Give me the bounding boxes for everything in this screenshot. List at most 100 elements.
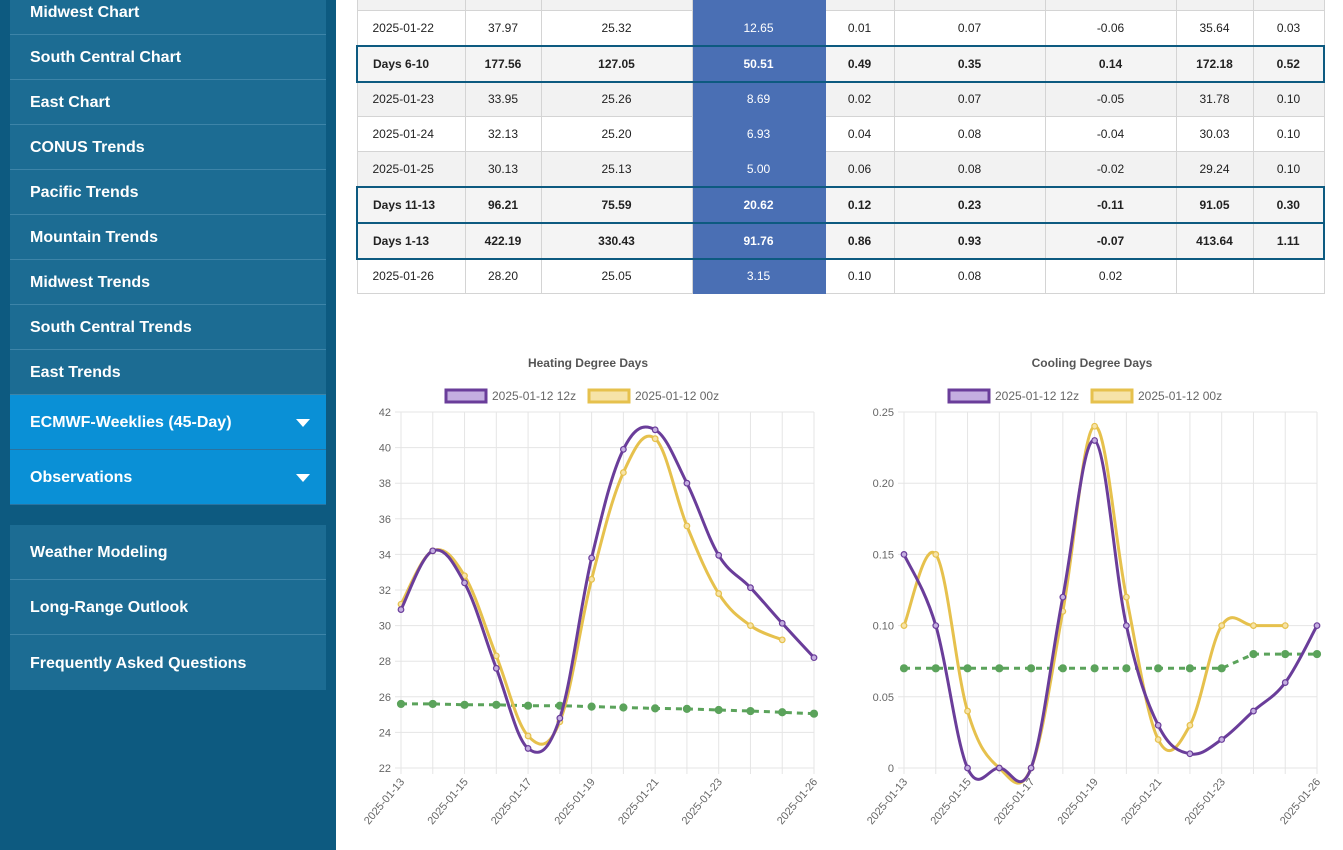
- data-point[interactable]: [428, 699, 437, 709]
- data-point[interactable]: [619, 703, 628, 712]
- sidebar-item-long-range-outlook[interactable]: Long-Range Outlook: [10, 580, 326, 635]
- data-point[interactable]: [524, 745, 532, 752]
- sidebar-item-observations[interactable]: Observations: [10, 450, 326, 505]
- sidebar-item-ecmwf-weeklies-45-day[interactable]: ECMWF-Weeklies (45-Day): [10, 395, 326, 450]
- sidebar-item-pacific-trends[interactable]: Pacific Trends: [10, 170, 326, 215]
- data-point[interactable]: [899, 664, 909, 673]
- data-point[interactable]: [778, 619, 786, 627]
- data-point[interactable]: [1091, 437, 1099, 444]
- legend-label[interactable]: 2025-01-12 00z: [1138, 389, 1222, 403]
- data-point[interactable]: [1154, 721, 1162, 729]
- caret-down-icon[interactable]: [296, 474, 310, 482]
- data-point[interactable]: [461, 579, 468, 587]
- data-point[interactable]: [619, 445, 627, 453]
- sidebar-item-conus-trends[interactable]: CONUS Trends: [10, 125, 326, 170]
- data-point[interactable]: [964, 764, 971, 772]
- data-point[interactable]: [932, 550, 940, 558]
- data-point[interactable]: [619, 469, 627, 476]
- data-point[interactable]: [397, 606, 405, 613]
- data-point[interactable]: [931, 664, 940, 673]
- data-point[interactable]: [1026, 664, 1036, 673]
- sidebar-item-south-central-trends[interactable]: South Central Trends: [10, 305, 326, 350]
- data-point[interactable]: [900, 622, 908, 630]
- data-point[interactable]: [1218, 622, 1226, 630]
- data-point[interactable]: [1281, 649, 1290, 659]
- data-point[interactable]: [682, 704, 692, 714]
- data-point[interactable]: [963, 664, 972, 673]
- sidebar-item-frequently-asked-questions[interactable]: Frequently Asked Questions: [30, 654, 247, 672]
- data-point[interactable]: [588, 554, 596, 562]
- data-point[interactable]: [1281, 622, 1289, 630]
- data-point[interactable]: [524, 732, 532, 740]
- data-point[interactable]: [778, 636, 786, 644]
- data-point[interactable]: [587, 702, 596, 711]
- data-point[interactable]: [1027, 764, 1035, 772]
- data-point[interactable]: [429, 547, 437, 555]
- data-point[interactable]: [683, 522, 691, 530]
- data-point[interactable]: [1059, 593, 1067, 601]
- data-point[interactable]: [1186, 721, 1194, 729]
- data-point[interactable]: [746, 706, 755, 716]
- data-point[interactable]: [492, 700, 501, 709]
- data-point[interactable]: [1122, 664, 1131, 673]
- data-point[interactable]: [1249, 649, 1258, 659]
- data-point[interactable]: [1312, 649, 1322, 659]
- data-point[interactable]: [651, 426, 659, 434]
- data-point[interactable]: [651, 704, 660, 713]
- sidebar-item-midwest-chart[interactable]: Midwest Chart: [10, 0, 326, 35]
- table-cell: 0.12: [824, 185, 895, 224]
- table-cell: -0.05: [1044, 81, 1177, 117]
- data-point[interactable]: [651, 435, 659, 443]
- legend-label[interactable]: 2025-01-12 12z: [492, 389, 576, 403]
- data-point[interactable]: [995, 764, 1003, 772]
- sidebar-item-midwest-trends[interactable]: Midwest Trends: [10, 260, 326, 305]
- data-point[interactable]: [1154, 664, 1163, 673]
- data-point[interactable]: [715, 590, 723, 597]
- data-point[interactable]: [932, 622, 940, 630]
- data-point[interactable]: [1122, 622, 1130, 630]
- data-point[interactable]: [900, 550, 908, 558]
- data-point[interactable]: [396, 699, 406, 709]
- data-point[interactable]: [995, 664, 1004, 673]
- sidebar-item-east-trends[interactable]: East Trends: [10, 350, 326, 395]
- legend-label[interactable]: 2025-01-12 00z: [635, 389, 719, 403]
- sidebar-item-weather-modeling[interactable]: Weather Modeling: [10, 525, 326, 580]
- data-point[interactable]: [747, 584, 754, 592]
- data-point[interactable]: [556, 714, 564, 722]
- table-row-label: Days 6-10: [356, 44, 466, 83]
- data-point[interactable]: [1154, 736, 1162, 743]
- table-cell: -0.02: [1044, 151, 1177, 187]
- sidebar-item-south-central-chart[interactable]: South Central Chart: [10, 35, 326, 80]
- caret-down-icon[interactable]: [296, 419, 310, 427]
- data-point[interactable]: [492, 664, 500, 672]
- data-point[interactable]: [1250, 622, 1257, 630]
- data-point[interactable]: [714, 705, 723, 715]
- data-point[interactable]: [1185, 664, 1195, 673]
- data-point[interactable]: [1281, 679, 1289, 686]
- data-point[interactable]: [809, 709, 819, 718]
- data-point[interactable]: [523, 701, 533, 710]
- chart-title: Cooling Degree Days: [1032, 356, 1153, 370]
- sidebar-item-east-chart[interactable]: East Chart: [10, 80, 326, 125]
- data-point[interactable]: [1218, 736, 1226, 743]
- sidebar-item-mountain-trends[interactable]: Mountain Trends: [10, 215, 326, 260]
- data-point[interactable]: [964, 707, 971, 715]
- table-cell: -0.04: [1044, 116, 1177, 152]
- legend-label[interactable]: 2025-01-12 12z: [995, 389, 1079, 403]
- data-point[interactable]: [1091, 422, 1099, 430]
- data-point[interactable]: [1122, 593, 1130, 601]
- data-point[interactable]: [1186, 750, 1194, 758]
- data-point[interactable]: [588, 575, 596, 583]
- data-point[interactable]: [1058, 664, 1067, 673]
- data-point[interactable]: [1090, 664, 1099, 673]
- data-point[interactable]: [492, 652, 500, 660]
- data-point[interactable]: [810, 654, 818, 662]
- data-point[interactable]: [778, 708, 787, 717]
- data-point[interactable]: [460, 700, 469, 709]
- data-point[interactable]: [715, 551, 723, 559]
- data-point[interactable]: [1250, 707, 1257, 715]
- data-point[interactable]: [683, 479, 691, 487]
- data-point[interactable]: [1217, 664, 1226, 673]
- data-point[interactable]: [747, 622, 754, 630]
- data-point[interactable]: [1313, 622, 1321, 630]
